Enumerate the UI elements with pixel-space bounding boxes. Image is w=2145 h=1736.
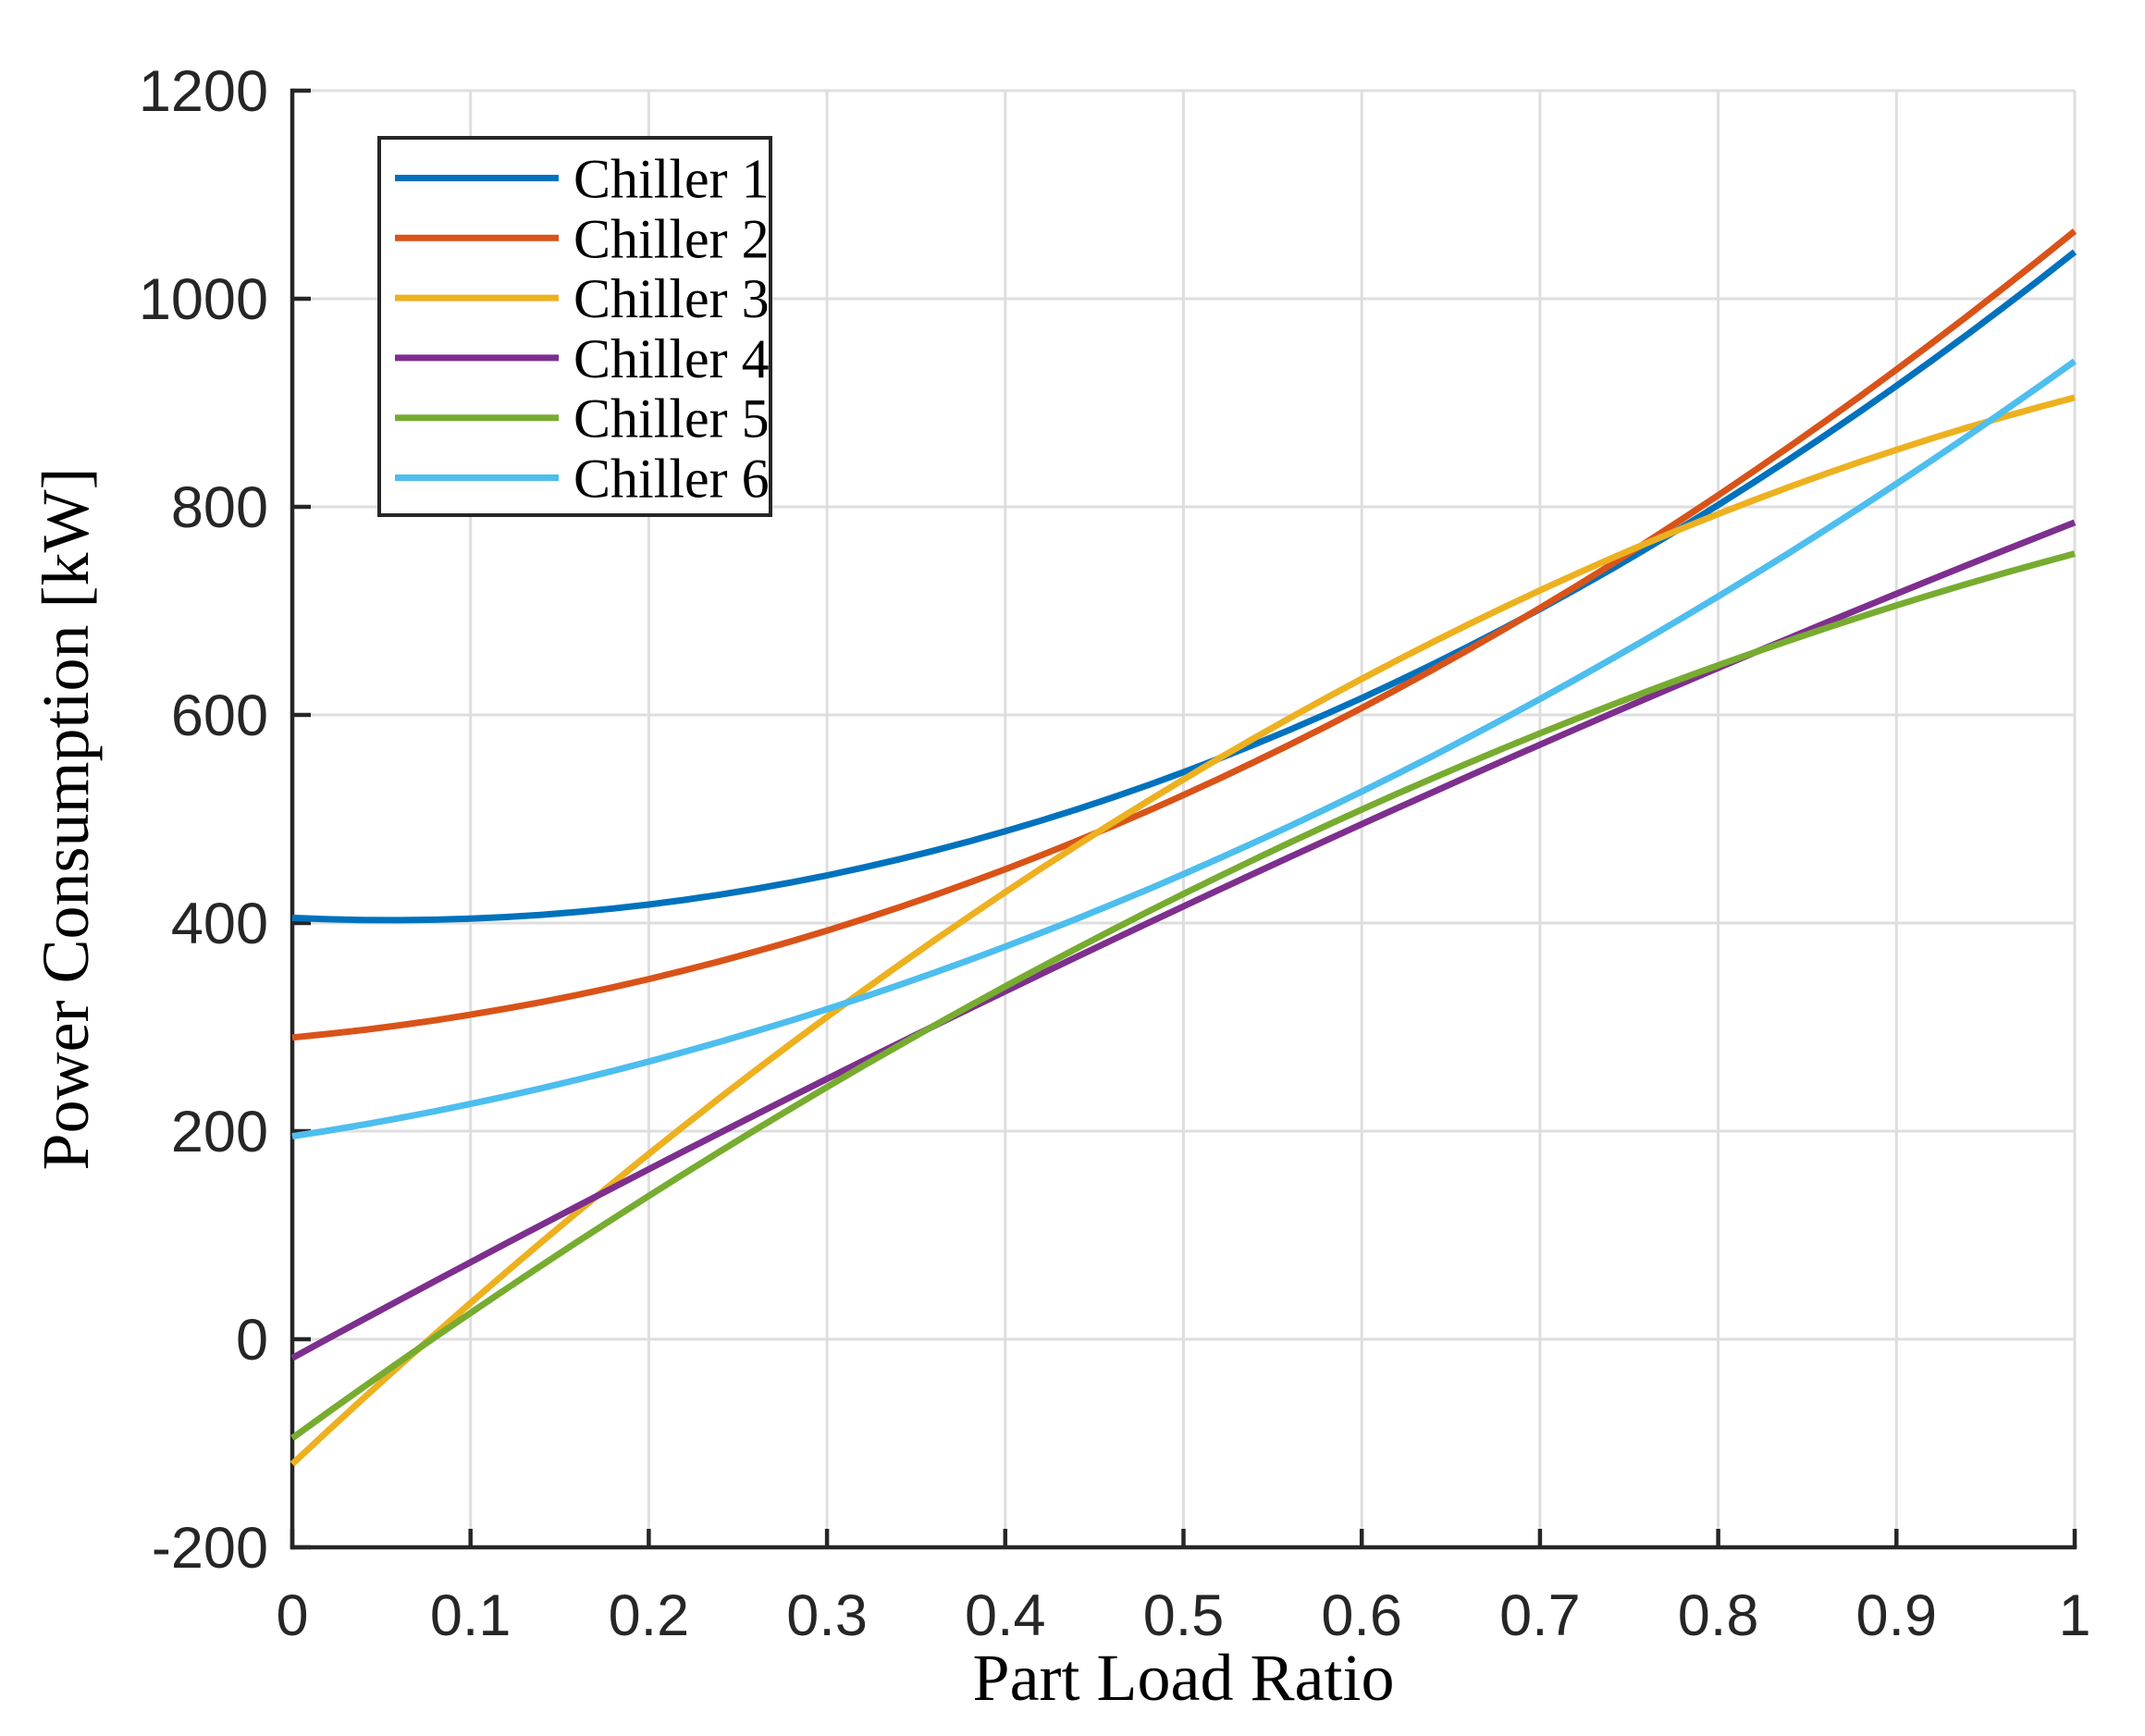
axis-ticks [290,88,2077,1550]
x-tick-label: 0.9 [1856,1583,1938,1648]
legend-label-chiller-4: Chiller 4 [573,328,770,389]
y-tick-label: 1000 [139,267,268,332]
x-tick-label: 0.8 [1678,1583,1759,1648]
x-tick-label: 0.7 [1499,1583,1581,1648]
x-tick-label: 0.6 [1321,1583,1402,1648]
x-tick-label: 0.2 [609,1583,690,1648]
legend-label-chiller-1: Chiller 1 [573,149,770,210]
curve-chiller-1 [291,249,2077,924]
legend-label-chiller-3: Chiller 3 [573,268,770,329]
curves [290,228,2077,1467]
y-tick-label: 800 [171,475,268,540]
x-tick-label: 0.5 [1143,1583,1225,1648]
legend-box [377,136,772,517]
legend-label-chiller-6: Chiller 6 [573,449,770,510]
curve-chiller-5 [290,550,2076,1441]
legend-label-chiller-2: Chiller 2 [573,208,770,269]
y-tick-label: 600 [171,683,268,748]
curve-chiller-2 [291,228,2077,1041]
x-tick-label: 1 [2058,1583,2090,1648]
y-tick-label: -200 [152,1516,268,1581]
x-tick-label: 0.1 [430,1583,512,1648]
x-tick-label: 0.3 [786,1583,868,1648]
y-tick-label: 0 [236,1308,268,1373]
x-axis-label: Part Load Ratio [973,1641,1395,1715]
x-tick-label: 0.4 [965,1583,1046,1648]
y-axis-label: Power Consumption [kW] [29,468,103,1171]
y-tick-label: 200 [171,1100,268,1164]
curve-chiller-6 [291,358,2077,1140]
legend-label-chiller-5: Chiller 5 [573,388,770,449]
tick-labels: 0 0.1 0.2 0.3 0.4 0.5 0.6 0.7 0.8 0.9 1-2000200400… [139,59,2091,1648]
y-tick-label: 1200 [139,59,268,124]
x-tick-label: 0 [276,1583,308,1648]
y-tick-label: 400 [171,892,268,956]
